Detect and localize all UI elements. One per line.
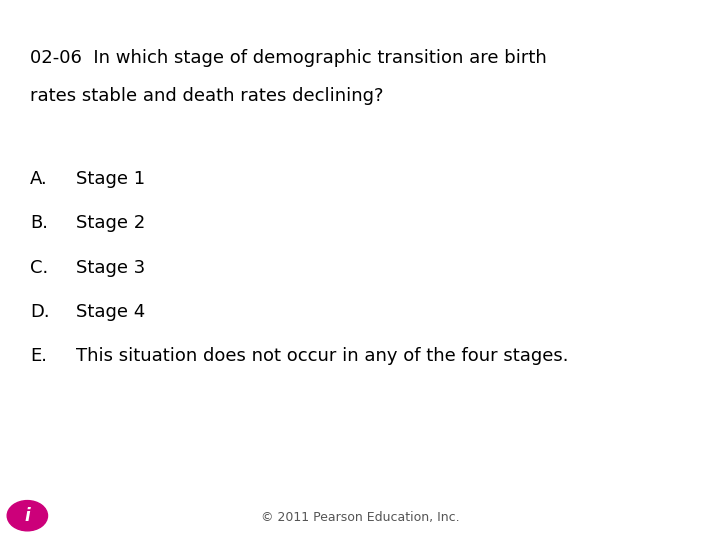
- Text: Stage 4: Stage 4: [76, 303, 145, 321]
- Text: Stage 2: Stage 2: [76, 214, 145, 232]
- Text: A.: A.: [30, 170, 48, 188]
- Text: Stage 1: Stage 1: [76, 170, 145, 188]
- Text: 02-06  In which stage of demographic transition are birth: 02-06 In which stage of demographic tran…: [30, 49, 547, 66]
- Text: rates stable and death rates declining?: rates stable and death rates declining?: [30, 87, 384, 105]
- Text: C.: C.: [30, 259, 48, 276]
- Text: © 2011 Pearson Education, Inc.: © 2011 Pearson Education, Inc.: [261, 511, 459, 524]
- Text: This situation does not occur in any of the four stages.: This situation does not occur in any of …: [76, 347, 568, 365]
- Text: E.: E.: [30, 347, 48, 365]
- Text: i: i: [24, 507, 30, 525]
- Circle shape: [7, 501, 48, 531]
- Text: D.: D.: [30, 303, 50, 321]
- Text: Stage 3: Stage 3: [76, 259, 145, 276]
- Text: B.: B.: [30, 214, 48, 232]
